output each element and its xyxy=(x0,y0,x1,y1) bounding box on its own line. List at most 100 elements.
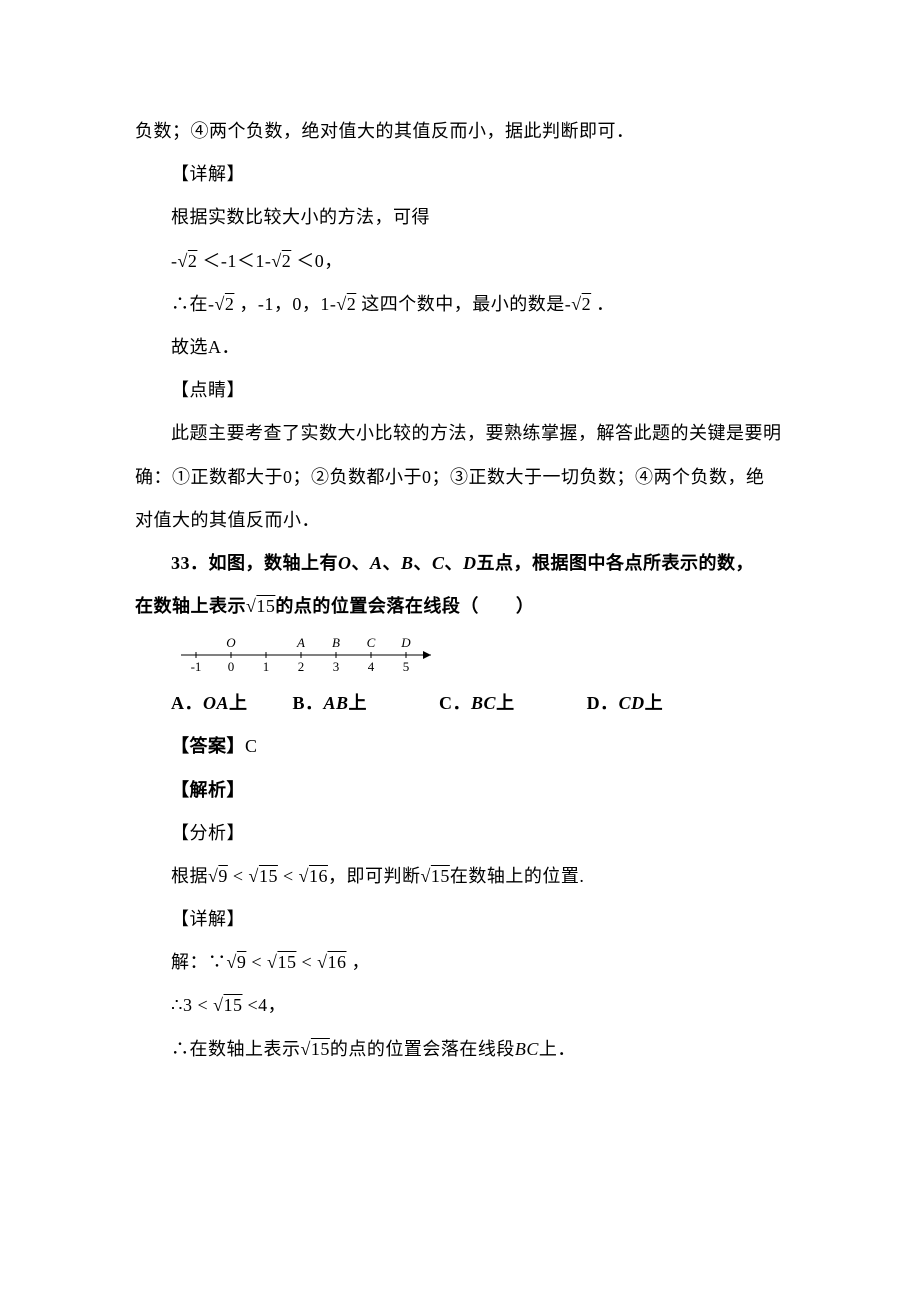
var-D: D xyxy=(463,553,477,573)
sqrt-expr: √16 xyxy=(317,952,346,972)
text: ，即可判断 xyxy=(328,866,421,886)
sqrt-expr: √9 xyxy=(208,866,228,886)
sqrt-expr: √15 xyxy=(213,995,242,1015)
question-33-stem-line2: 在数轴上表示√15的点的位置会落在线段（ ） xyxy=(135,585,790,628)
sqrt-expr: √2 xyxy=(178,251,198,271)
sqrt-expr: √16 xyxy=(299,866,328,886)
question-33-stem: 33．如图，数轴上有O、A、B、C、D五点，根据图中各点所表示的数， xyxy=(135,542,790,585)
text: 这四个数中，最小的数是- xyxy=(356,294,571,314)
detail-heading: 【详解】 xyxy=(135,153,790,196)
option-B-label: B． xyxy=(293,693,324,713)
answer-label: 【答案】 xyxy=(171,736,245,756)
text: 上． xyxy=(539,1039,576,1059)
option-A-text: OA xyxy=(203,693,229,713)
label-A: A xyxy=(296,635,305,650)
text: 的点的位置会落在线段（ ） xyxy=(275,596,534,616)
var-B: B xyxy=(401,553,414,573)
text: 在数轴上表示 xyxy=(135,596,246,616)
option-B-text: AB xyxy=(324,693,349,713)
var-BC: BC xyxy=(515,1039,539,1059)
answer-line: 【答案】C xyxy=(135,725,790,768)
solve-line: 解：∵√9 < √15 < √16 ， xyxy=(135,941,790,984)
tick-0: 0 xyxy=(228,659,235,674)
option-A-suffix: 上 xyxy=(229,693,248,713)
label-B: B xyxy=(332,635,340,650)
sqrt-expr: √2 xyxy=(215,294,235,314)
analysis-label: 【解析】 xyxy=(135,769,790,812)
options-row: A．OA上B．AB上C．BC上D．CD上 xyxy=(135,682,790,725)
lt: < xyxy=(278,866,299,886)
sqrt-expr: √15 xyxy=(267,952,296,972)
text: 五点，根据图中各点所表示的数， xyxy=(477,553,755,573)
section1-line2: 根据实数比较大小的方法，可得 xyxy=(135,196,790,239)
section1-line3: -√2 ＜-1＜1-√2 ＜0， xyxy=(135,240,790,283)
lt: < xyxy=(228,866,249,886)
detail-label: 【详解】 xyxy=(135,898,790,941)
label-C: C xyxy=(367,635,376,650)
section1-line6: 此题主要考查了实数大小比较的方法，要熟练掌握，解答此题的关键是要明 xyxy=(135,412,790,455)
text: 在数轴上的位置. xyxy=(450,866,585,886)
text: ． xyxy=(591,294,615,314)
tick-2: 2 xyxy=(298,659,305,674)
option-D-text: CD xyxy=(619,693,645,713)
sqrt-expr: √15 xyxy=(420,866,449,886)
analysis-line: 根据√9 < √15 < √16，即可判断√15在数轴上的位置. xyxy=(135,855,790,898)
conclusion-line: ∴在数轴上表示√15的点的位置会落在线段BC上． xyxy=(135,1028,790,1071)
sep: 、 xyxy=(414,553,433,573)
tick-4: 4 xyxy=(368,659,375,674)
point-heading: 【点睛】 xyxy=(135,369,790,412)
sqrt-expr: √9 xyxy=(227,952,247,972)
section1-line4: ∴在-√2 ，-1，0，1-√2 这四个数中，最小的数是-√2 ． xyxy=(135,283,790,326)
section1-line5: 故选A． xyxy=(135,326,790,369)
text: ＜-1＜1- xyxy=(197,251,271,271)
sqrt-expr: √2 xyxy=(571,294,591,314)
section1-line1: 负数；④两个负数，绝对值大的其值反而小，据此判断即可． xyxy=(135,110,790,153)
option-B-suffix: 上 xyxy=(349,693,368,713)
tick-3: 3 xyxy=(333,659,340,674)
answer-value: C xyxy=(245,736,258,756)
option-A-label: A． xyxy=(171,693,203,713)
question-number: 33 xyxy=(171,553,190,573)
tick-5: 5 xyxy=(403,659,410,674)
text: 解：∵ xyxy=(171,952,227,972)
section1-line7: 确：①正数都大于0；②负数都小于0；③正数大于一切负数；④两个负数，绝 xyxy=(135,456,790,499)
text: 的点的位置会落在线段 xyxy=(330,1039,515,1059)
text: <4， xyxy=(243,995,287,1015)
number-line-svg: O A B C D -1 0 1 2 3 4 5 xyxy=(171,635,451,677)
sep: 、 xyxy=(352,553,371,573)
option-C-text: BC xyxy=(471,693,496,713)
lt: < xyxy=(246,952,267,972)
fenxi-label: 【分析】 xyxy=(135,812,790,855)
lt: < xyxy=(296,952,317,972)
label-O: O xyxy=(226,635,236,650)
text: ．如图，数轴上有 xyxy=(190,553,338,573)
text: 根据 xyxy=(171,866,208,886)
text: ∴3 < xyxy=(171,995,213,1015)
text: ∴在数轴上表示 xyxy=(171,1039,301,1059)
sqrt-expr: √15 xyxy=(301,1039,330,1059)
text: ＜0， xyxy=(291,251,343,271)
option-C-suffix: 上 xyxy=(496,693,515,713)
sep: 、 xyxy=(445,553,464,573)
tick-1: 1 xyxy=(263,659,270,674)
range-line: ∴3 < √15 <4， xyxy=(135,984,790,1027)
sqrt-expr: √2 xyxy=(271,251,291,271)
var-O: O xyxy=(338,553,352,573)
text: ∴在- xyxy=(171,294,215,314)
var-C: C xyxy=(432,553,445,573)
number-line-diagram: O A B C D -1 0 1 2 3 4 5 xyxy=(135,633,790,677)
option-D-suffix: 上 xyxy=(645,693,664,713)
sqrt-expr: √2 xyxy=(336,294,356,314)
sqrt-expr: √15 xyxy=(246,596,275,616)
label-D: D xyxy=(400,635,411,650)
option-C-label: C． xyxy=(439,693,471,713)
sep: 、 xyxy=(383,553,402,573)
sqrt-expr: √15 xyxy=(249,866,278,886)
tick-neg1: -1 xyxy=(191,659,202,674)
text: ， xyxy=(346,952,370,972)
option-D-label: D． xyxy=(587,693,619,713)
arrow-head xyxy=(423,651,431,659)
text: ，-1，0，1- xyxy=(234,294,336,314)
var-A: A xyxy=(370,553,383,573)
section1-line8: 对值大的其值反而小． xyxy=(135,499,790,542)
